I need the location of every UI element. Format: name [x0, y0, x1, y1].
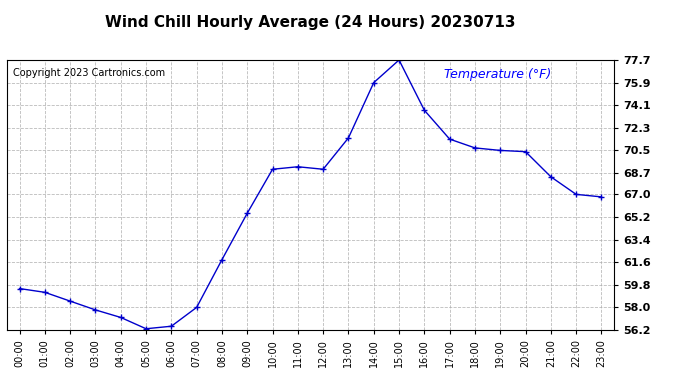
Text: Temperature (°F): Temperature (°F): [444, 68, 551, 81]
Text: Copyright 2023 Cartronics.com: Copyright 2023 Cartronics.com: [13, 68, 165, 78]
Text: Wind Chill Hourly Average (24 Hours) 20230713: Wind Chill Hourly Average (24 Hours) 202…: [106, 15, 515, 30]
